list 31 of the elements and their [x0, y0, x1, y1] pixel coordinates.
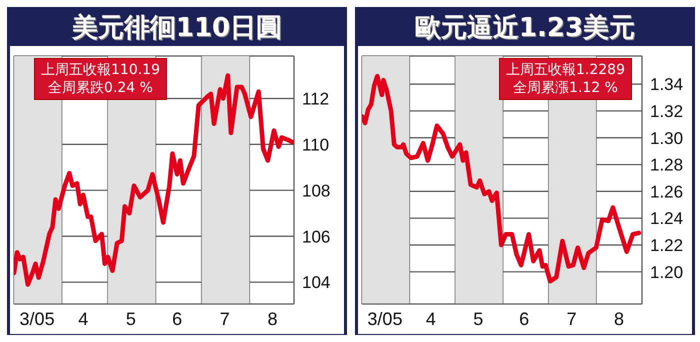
y-tick-label: 1.24 [650, 209, 684, 228]
y-tick-label: 1.20 [650, 262, 684, 282]
y-tick-label: 1.34 [650, 75, 684, 94]
annotation: 全周累漲1.12 % [512, 79, 619, 97]
y-tick-label: 110 [302, 135, 330, 154]
x-tick-label: 8 [267, 308, 278, 329]
y-tick-label: 112 [302, 90, 330, 109]
y-tick-label: 104 [302, 273, 330, 292]
y-tick-label: 1.28 [650, 156, 684, 175]
x-tick-label: 6 [172, 308, 182, 329]
chart-title: 歐元逼近1.23美元 [414, 12, 636, 45]
x-tick-label: 3/05 [367, 308, 402, 329]
y-tick-label: 1.30 [650, 128, 684, 148]
y-tick-label: 108 [302, 181, 330, 200]
x-tick-label: 3/05 [20, 308, 55, 329]
y-tick-label: 1.26 [650, 182, 684, 202]
x-tick-label: 6 [519, 308, 530, 329]
y-tick-label: 1.22 [650, 236, 684, 256]
annotation: 全周累跌0.24 % [47, 79, 154, 97]
x-tick-label: 4 [426, 308, 436, 329]
x-tick-label: 8 [614, 308, 624, 329]
annotation: 上周五收報1.2289 [506, 61, 625, 79]
x-tick-label: 7 [566, 308, 577, 329]
annotation: 上周五收報110.19 [41, 61, 160, 79]
x-tick-label: 5 [126, 308, 136, 329]
chart-title: 美元徘徊110日圓 [70, 12, 284, 45]
x-tick-label: 7 [220, 308, 230, 329]
x-tick-label: 5 [473, 308, 484, 329]
x-tick-label: 4 [78, 308, 88, 329]
y-tick-label: 106 [302, 227, 330, 246]
y-tick-label: 1.32 [650, 102, 684, 121]
